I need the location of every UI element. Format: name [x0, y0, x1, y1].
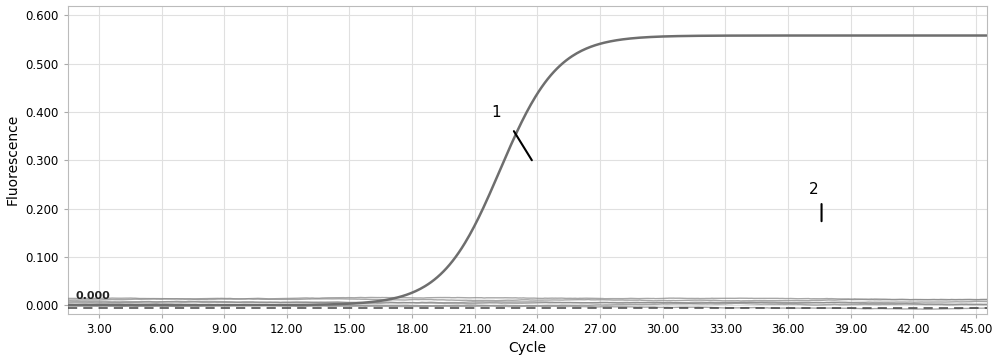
- Text: 0.000: 0.000: [76, 291, 111, 301]
- Text: 1: 1: [491, 105, 501, 120]
- X-axis label: Cycle: Cycle: [508, 342, 546, 356]
- Text: 2: 2: [808, 182, 818, 197]
- Y-axis label: Fluorescence: Fluorescence: [6, 114, 20, 205]
